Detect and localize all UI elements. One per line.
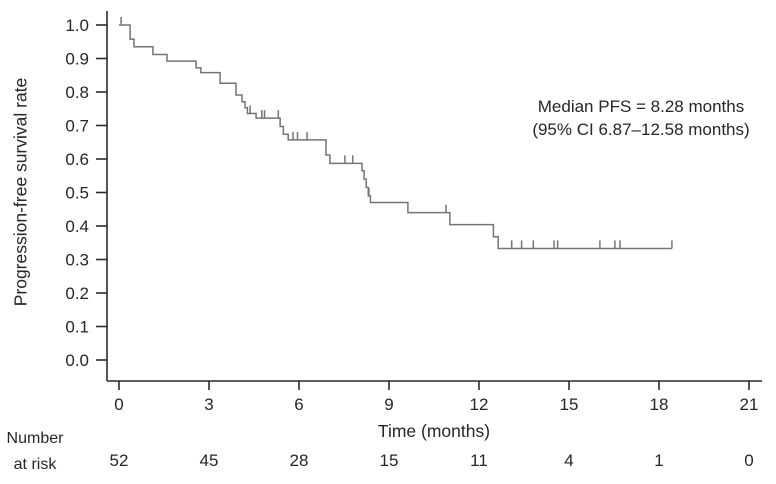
y-tick-label: 0.4 xyxy=(65,217,89,236)
y-tick-label: 0.8 xyxy=(65,83,89,102)
annotation-line-2: (95% CI 6.87–12.58 months) xyxy=(532,120,750,139)
y-tick-label: 1.0 xyxy=(65,16,89,35)
risk-count: 1 xyxy=(654,451,663,470)
km-curve xyxy=(119,24,672,250)
number-at-risk-label: Number at risk xyxy=(7,426,64,478)
x-tick-label: 3 xyxy=(204,395,213,414)
annotation-line-1: Median PFS = 8.28 months xyxy=(537,97,745,116)
y-tick-label: 0.0 xyxy=(65,351,89,370)
x-tick-label: 12 xyxy=(470,395,489,414)
number-at-risk-label-line-2: at risk xyxy=(13,456,57,473)
x-tick-label: 9 xyxy=(384,395,393,414)
y-tick-label: 0.9 xyxy=(65,50,89,69)
x-tick-label: 15 xyxy=(560,395,579,414)
y-tick-label: 0.2 xyxy=(65,284,89,303)
x-tick-label: 0 xyxy=(114,395,123,414)
y-tick-label: 0.7 xyxy=(65,117,89,136)
risk-count: 28 xyxy=(290,451,309,470)
y-axis-title: Progression-free survival rate xyxy=(10,77,31,307)
risk-count: 4 xyxy=(564,451,573,470)
x-tick-label: 6 xyxy=(294,395,303,414)
y-tick-label: 0.3 xyxy=(65,251,89,270)
y-tick-label: 0.1 xyxy=(65,318,89,337)
risk-count: 0 xyxy=(744,451,753,470)
x-axis-title: Time (months) xyxy=(377,421,491,441)
risk-count: 11 xyxy=(470,451,488,470)
number-at-risk-label-line-1: Number xyxy=(6,430,64,447)
median-pfs-annotation: Median PFS = 8.28 months (95% CI 6.87–12… xyxy=(532,95,749,141)
risk-count: 52 xyxy=(110,451,129,470)
risk-count: 45 xyxy=(200,451,219,470)
x-tick-label: 18 xyxy=(650,395,669,414)
x-tick-label: 21 xyxy=(740,395,759,414)
y-tick-label: 0.5 xyxy=(65,184,89,203)
y-tick-label: 0.6 xyxy=(65,150,89,169)
risk-count: 15 xyxy=(380,451,399,470)
